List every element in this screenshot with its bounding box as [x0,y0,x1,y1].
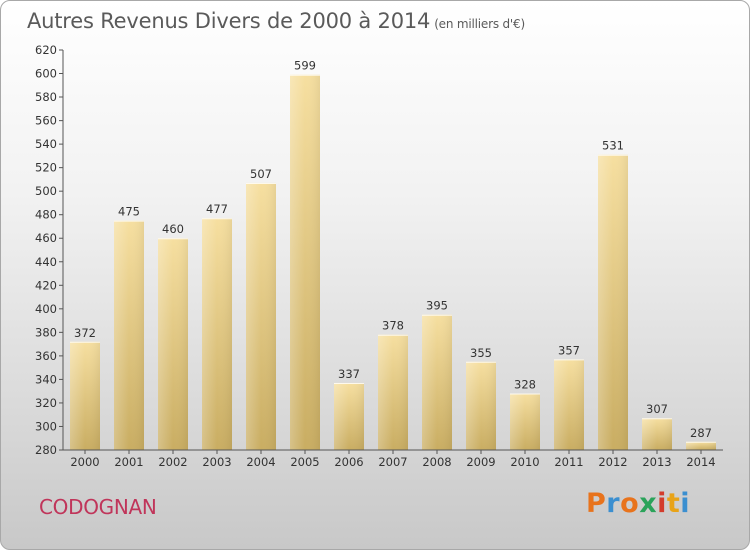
data-label-2010: 328 [514,378,536,392]
y-tick-label: 340 [35,372,57,386]
y-tick-label: 320 [35,396,57,410]
bars: 372 475 460 477 507 599 337 378 395 355 328 357 531 3… [70,59,716,451]
y-tick-label: 440 [35,255,57,269]
x-tick-label-2006: 2006 [334,455,363,469]
x-axis: 2000 2001 2002 2003 2004 2005 2006 2007 2008 2009… [63,449,723,469]
x-tick-label-2009: 2009 [466,455,495,469]
logo-letter: x [639,488,658,519]
data-label-2006: 337 [338,367,360,381]
bar-shade-2009 [466,361,496,450]
x-tick-label-2012: 2012 [598,455,627,469]
x-tick-label-2002: 2002 [158,455,187,469]
data-label-2003: 477 [206,202,228,216]
x-tick-label-2001: 2001 [114,455,143,469]
data-label-2004: 507 [250,167,272,181]
data-label-2012: 531 [602,139,624,153]
bar-shade-2004 [246,182,276,451]
data-label-2014: 287 [690,426,712,440]
bar-shade-2002 [158,238,188,450]
logo-letter: i [657,488,667,519]
y-tick-label: 360 [35,349,57,363]
y-tick-label: 500 [35,184,57,198]
x-tick-label-2007: 2007 [378,455,407,469]
data-label-2005: 599 [294,59,316,73]
bar-shade-2012 [598,154,628,451]
y-tick-label: 380 [35,325,57,339]
chart-subtitle: (en milliers d'€) [434,17,525,31]
bar-shade-2006 [334,382,364,450]
y-tick-label: 400 [35,302,57,316]
proxiti-logo: Proxiti [586,488,690,519]
logo-letter: i [680,488,691,519]
bar-shade-2000 [70,341,100,450]
data-label-2000: 372 [74,326,96,340]
x-tick-label-2005: 2005 [290,455,319,469]
data-label-2011: 357 [558,343,580,357]
x-tick-label-2011: 2011 [554,455,583,469]
logo-letter: P [586,488,607,519]
x-tick-label-2010: 2010 [510,455,539,469]
y-tick-label: 620 [35,43,57,57]
y-tick-label: 540 [35,137,57,151]
bar-shade-2014 [686,441,716,450]
y-tick-label: 580 [35,90,57,104]
y-tick-label: 420 [35,278,57,292]
data-label-2013: 307 [646,402,668,416]
bar-shade-2010 [510,393,540,450]
bar-shade-2013 [642,418,672,450]
bar-shade-2001 [114,220,144,450]
chart-title-text: Autres Revenus Divers de 2000 à 2014 [27,9,431,33]
y-tick-label: 560 [35,114,57,128]
town-name: CODOGNAN [39,495,157,519]
x-tick-label-2013: 2013 [642,455,671,469]
y-tick-label: 520 [35,161,57,175]
y-tick-label: 600 [35,67,57,81]
data-label-2009: 355 [470,346,492,360]
data-label-2002: 460 [162,222,184,236]
y-tick-label: 300 [35,419,57,433]
x-tick-label-2014: 2014 [686,455,715,469]
data-label-2007: 378 [382,319,404,333]
y-tick-label: 280 [35,443,57,457]
chart-title: Autres Revenus Divers de 2000 à 2014 (en … [27,9,525,33]
data-label-2001: 475 [118,205,140,219]
x-tick-label-2003: 2003 [202,455,231,469]
x-tick-label-2008: 2008 [422,455,451,469]
data-label-2008: 395 [426,299,448,313]
logo-letter: o [620,488,640,519]
x-tick-label-2000: 2000 [70,455,99,469]
y-tick-label: 480 [35,208,57,222]
bar-shade-2007 [378,334,408,450]
bar-shade-2011 [554,359,584,450]
bar-shade-2003 [202,218,232,450]
x-tick-label-2004: 2004 [246,455,275,469]
logo-letter: r [606,488,621,519]
y-tick-label: 460 [35,231,57,245]
logo-letter: t [666,488,681,519]
bar-shade-2008 [422,314,452,450]
y-axis: 280 300 320 340 360 380 400 420 440 460 480 500 520 5… [35,43,64,457]
bar-shade-2005 [290,74,320,451]
